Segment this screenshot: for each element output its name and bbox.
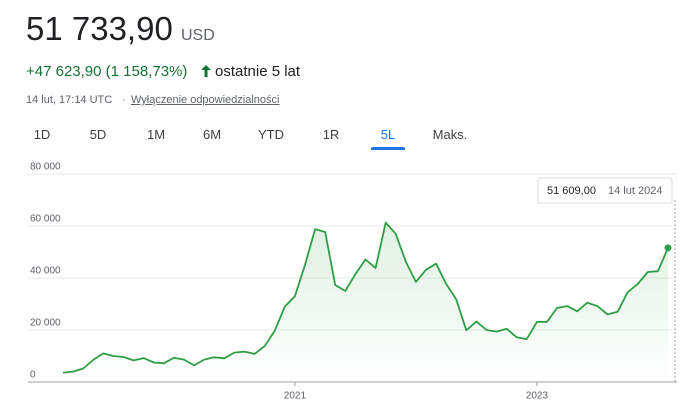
tooltip-date: 14 lut 2024 [608,185,662,197]
timestamp: 14 lut, 17:14 UTC [26,94,113,106]
area [63,222,668,382]
price: 51 733,90 [26,10,173,47]
up-arrow [201,65,211,77]
tooltip-box [537,177,673,204]
period: ostatnie 5 lat [215,63,301,80]
range-tab[interactable]: Maks. [432,127,468,142]
range-tab[interactable]: 5L [380,127,396,142]
x-tick-label: 2021 [284,391,307,402]
range-tab[interactable]: 6M [202,127,222,142]
y-tick-label: 80 000 [30,162,61,173]
change: +47 623,90 (1 158,73%) [26,63,188,80]
range-tab[interactable]: 5D [89,127,107,142]
last-point [664,244,672,252]
currency: USD [181,27,215,44]
disclaimer-link[interactable]: Wyłączenie odpowiedzialności [131,94,280,106]
range-tab[interactable]: 1R [322,127,340,142]
range-tab[interactable]: 1D [33,127,51,142]
y-tick-label: 0 [30,370,36,381]
x-tick-label: 2023 [526,391,549,402]
tooltip-value: 51 609,00 [547,185,596,197]
separator: · [122,94,126,106]
selected-underline [371,147,405,150]
range-tab[interactable]: 1M [146,127,166,142]
range-tab[interactable]: YTD [258,127,284,142]
y-tick-label: 40 000 [30,266,61,277]
y-tick-label: 60 000 [30,214,61,225]
price-line [62,221,669,374]
y-tick-label: 20 000 [30,318,61,329]
